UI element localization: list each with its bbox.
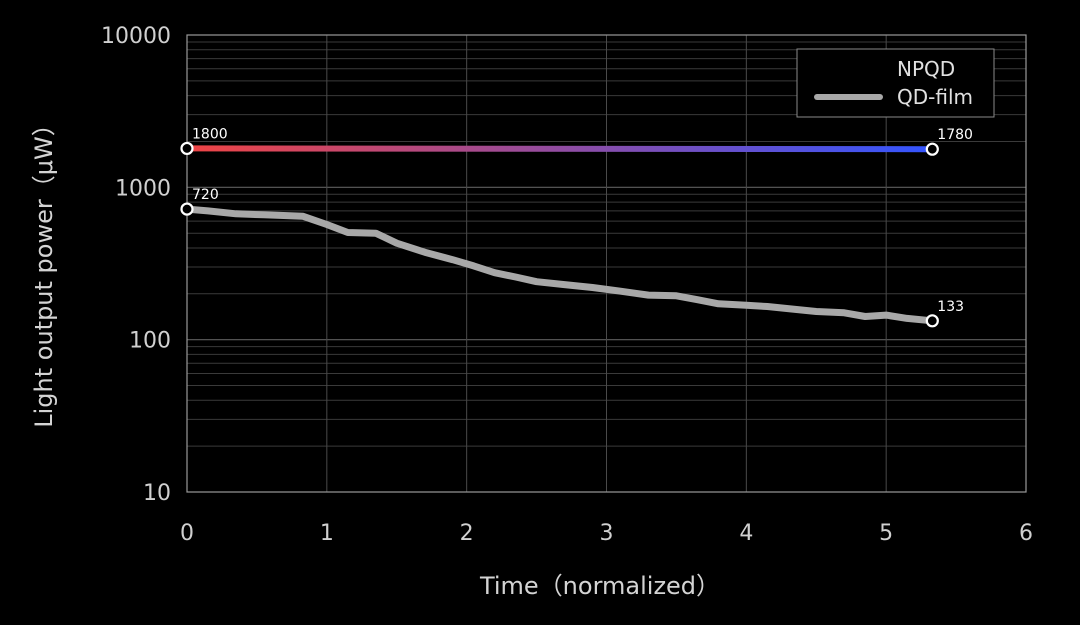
series-line-qd-film bbox=[183, 205, 936, 325]
x-tick-label: 1 bbox=[320, 521, 334, 546]
data-label: 1780 bbox=[937, 127, 973, 143]
legend-label-qd-film: QD-film bbox=[897, 85, 973, 109]
data-point-marker bbox=[925, 142, 939, 156]
tick-labels: 0 1 2 3 4 5 6 10 100 1000 10000 bbox=[101, 24, 1033, 546]
legend-box bbox=[796, 48, 995, 118]
x-tick-label: 2 bbox=[460, 521, 474, 546]
data-label: 1800 bbox=[192, 126, 228, 142]
x-tick-label: 6 bbox=[1019, 521, 1033, 546]
plot-frame bbox=[186, 34, 1027, 493]
data-point-marker bbox=[925, 314, 939, 328]
y-tick-label: 10 bbox=[143, 481, 171, 506]
x-tick-label: 4 bbox=[739, 521, 753, 546]
x-tick-label: 0 bbox=[180, 521, 194, 546]
legend-label-npqd: NPQD bbox=[897, 57, 955, 81]
y-tick-label: 100 bbox=[129, 329, 171, 354]
x-tick-label: 5 bbox=[879, 521, 893, 546]
y-tick-label: 1000 bbox=[115, 176, 171, 201]
legend: NPQD QD-film bbox=[796, 48, 995, 118]
x-tick-label: 3 bbox=[600, 521, 614, 546]
data-labels: 1800 1780 720 133 bbox=[192, 126, 973, 314]
data-point-marker bbox=[180, 202, 194, 216]
data-point-marker bbox=[180, 141, 194, 156]
y-tick-label: 10000 bbox=[101, 24, 171, 49]
data-label: 133 bbox=[937, 299, 964, 315]
series-line-npqd bbox=[184, 145, 936, 153]
x-axis-title: Time（normalized） bbox=[479, 572, 720, 600]
y-axis-title: Light output power（μW） bbox=[30, 112, 58, 428]
markers bbox=[180, 141, 939, 328]
data-label: 720 bbox=[192, 187, 219, 203]
series bbox=[183, 145, 936, 325]
